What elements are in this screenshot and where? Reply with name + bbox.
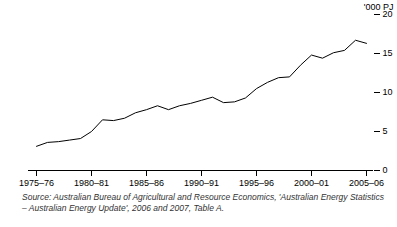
svg-text:1980–81: 1980–81 xyxy=(74,178,109,188)
svg-text:0: 0 xyxy=(383,165,388,175)
svg-text:15: 15 xyxy=(383,48,393,58)
svg-text:'000 PJ: '000 PJ xyxy=(364,2,394,12)
html-text:Source: Australian Bureau of A: Source: Australian Bureau of Agricultura… xyxy=(22,192,384,213)
svg-text:10: 10 xyxy=(383,87,393,97)
svg-text:20: 20 xyxy=(382,9,393,20)
svg-text:1995–96: 1995–96 xyxy=(239,178,274,188)
svg-text:1975–76: 1975–76 xyxy=(19,178,54,188)
svg-text:2000–01: 2000–01 xyxy=(294,178,329,188)
svg-text:1985–86: 1985–86 xyxy=(129,178,164,188)
svg-text:5: 5 xyxy=(383,126,388,136)
svg-text:2005–06: 2005–06 xyxy=(349,178,384,188)
svg-text:1990–91: 1990–91 xyxy=(184,178,219,188)
